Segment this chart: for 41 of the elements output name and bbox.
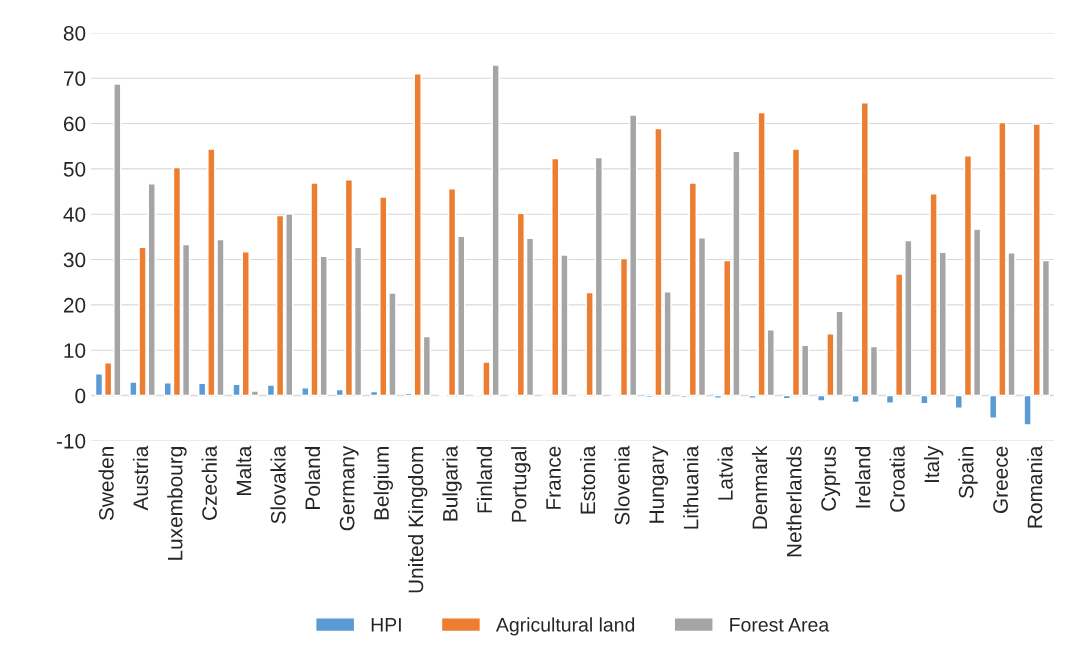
y-tick-label: 80 [63,25,86,41]
x-tick-label: Italy [923,445,944,482]
x-tick-label: Slovakia [270,445,286,524]
x-tick-label: Denmark [751,445,768,529]
x-tick-label: Bulgaria [442,445,462,521]
y-tick-label: 70 [63,71,86,86]
y-tick-label: 30 [63,252,86,268]
legend-label: Forest Area [730,618,830,632]
x-tick-label: Belgium [373,447,393,520]
x-tick-label: Czechia [201,445,217,520]
x-tick-label: Latvia [717,445,733,500]
x-tick-label: Estonia [579,445,596,514]
x-tick-label: Malta [236,445,252,495]
x-tick-label: Portugal [511,447,531,522]
legend-label: HPI [371,618,401,632]
x-tick-label: Finland [476,447,493,513]
y-tick-label: 10 [64,343,86,358]
x-tick-label: Hungary [649,445,669,523]
x-tick-label: Germany [339,445,359,531]
x-tick-label: Poland [304,447,321,509]
x-tick-label: Spain [958,447,978,499]
legend-label: Agricultural land [495,617,635,636]
y-tick-label: 40 [63,207,86,222]
x-tick-label: Netherlands [786,446,802,557]
x-tick-label: Slovenia [614,445,630,525]
y-tick-label: -10 [56,433,86,449]
x-tick-label: Luxembourg [167,447,187,560]
x-tick-label: Greece [993,446,1008,513]
x-tick-label: Austria [132,445,149,511]
y-tick-label: 50 [63,161,86,177]
x-tick-label: Sweden [98,447,114,521]
x-tick-label: Cyprus [821,446,841,511]
y-tick-label: 60 [63,116,86,132]
x-tick-label: United Kingdom [407,447,428,593]
y-tick-label: 20 [63,297,86,313]
x-tick-label: France [546,446,561,509]
y-tick-label: 0 [75,388,86,404]
x-tick-label: Lithuania [683,445,699,529]
x-tick-label: Ireland [855,447,871,508]
x-tick-label: Romania [1027,445,1043,528]
x-tick-label: Croatia [889,445,905,512]
